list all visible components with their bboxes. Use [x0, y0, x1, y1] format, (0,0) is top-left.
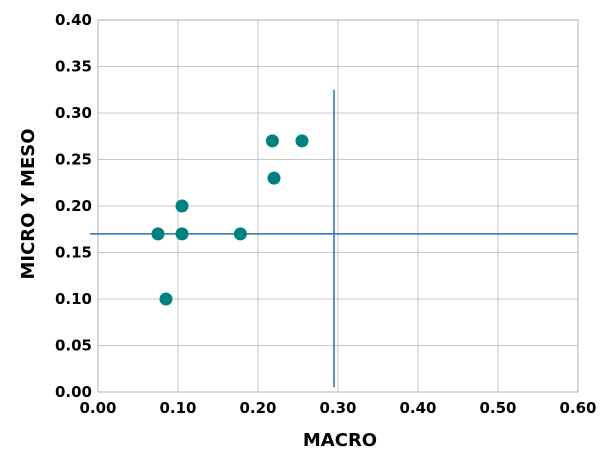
data-point — [265, 134, 279, 148]
y-tick-label: 0.05 — [55, 337, 92, 355]
y-tick-label: 0.00 — [55, 383, 92, 401]
data-point — [233, 227, 247, 241]
x-tick-label: 0.10 — [159, 399, 196, 417]
y-tick-label: 0.10 — [55, 290, 92, 308]
y-tick-label: 0.35 — [55, 58, 92, 76]
data-point — [159, 292, 173, 306]
x-tick-label: 0.60 — [559, 399, 596, 417]
y-tick-label: 0.15 — [55, 244, 92, 262]
data-point — [267, 171, 281, 185]
y-tick-label: 0.40 — [55, 11, 92, 29]
data-point — [175, 199, 189, 213]
y-tick-label: 0.30 — [55, 104, 92, 122]
grid — [97, 19, 579, 393]
y-tick-label: 0.20 — [55, 197, 92, 215]
reference-lines — [90, 89, 578, 388]
data-point — [175, 227, 189, 241]
x-tick-label: 0.00 — [79, 399, 116, 417]
plot-frame — [97, 19, 579, 393]
y-tick-label: 0.25 — [55, 151, 92, 169]
x-tick-label: 0.30 — [319, 399, 356, 417]
x-axis-title: MACRO — [303, 430, 377, 451]
x-tick-label: 0.20 — [239, 399, 276, 417]
y-axis-title: MICRO Y MESO — [18, 128, 39, 279]
y-tick-labels: 0.00 0.05 0.10 0.15 0.20 0.25 0.30 0.35 0.40 — [55, 11, 92, 401]
x-tick-label: 0.50 — [479, 399, 516, 417]
x-tick-label: 0.40 — [399, 399, 436, 417]
plot-border — [97, 19, 579, 393]
x-tick-labels: 0.00 0.10 0.20 0.30 0.40 0.50 0.60 — [79, 399, 596, 417]
data-points — [151, 134, 309, 306]
data-point — [295, 134, 309, 148]
data-point — [151, 227, 165, 241]
